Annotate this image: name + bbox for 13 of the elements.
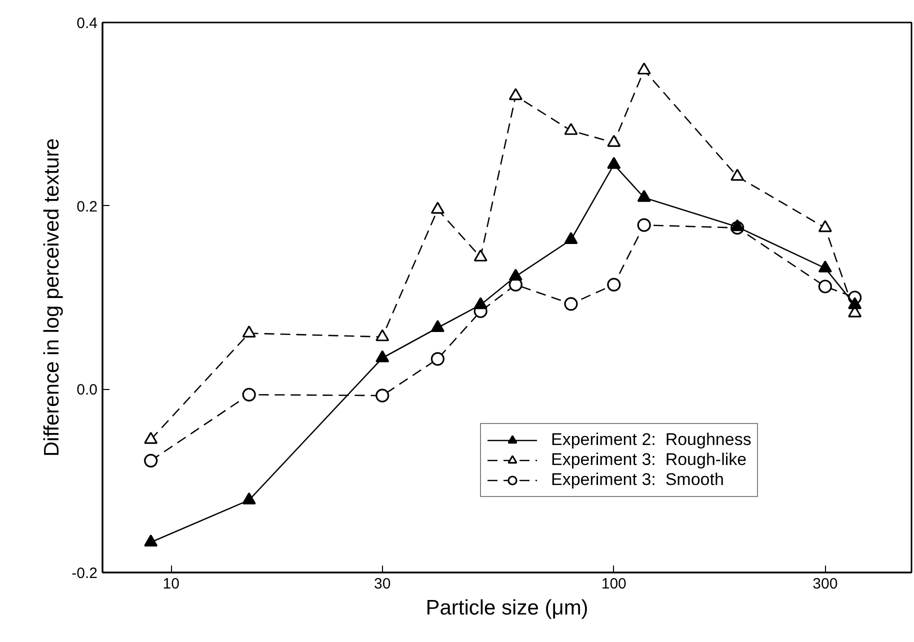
legend-label: Experiment 3: Rough-like (551, 450, 747, 470)
y-tick-label: 0.4 (76, 15, 98, 32)
legend-label: Experiment 3: Smooth (551, 470, 724, 490)
legend-label: Experiment 2: Roughness (551, 430, 752, 450)
x-tick-label: 10 (162, 576, 180, 592)
y-tick-label: 0.2 (76, 198, 98, 216)
y-axis-title: Difference in log perceived texture (40, 138, 64, 457)
x-axis-title: Particle size (μm) (426, 596, 588, 620)
y-tick-label: 0.0 (76, 382, 98, 399)
x-tick-label: 300 (812, 576, 838, 592)
x-tick-label: 100 (601, 576, 626, 592)
y-tick-label: -0.2 (72, 565, 98, 582)
x-tick-label: 30 (374, 576, 391, 592)
